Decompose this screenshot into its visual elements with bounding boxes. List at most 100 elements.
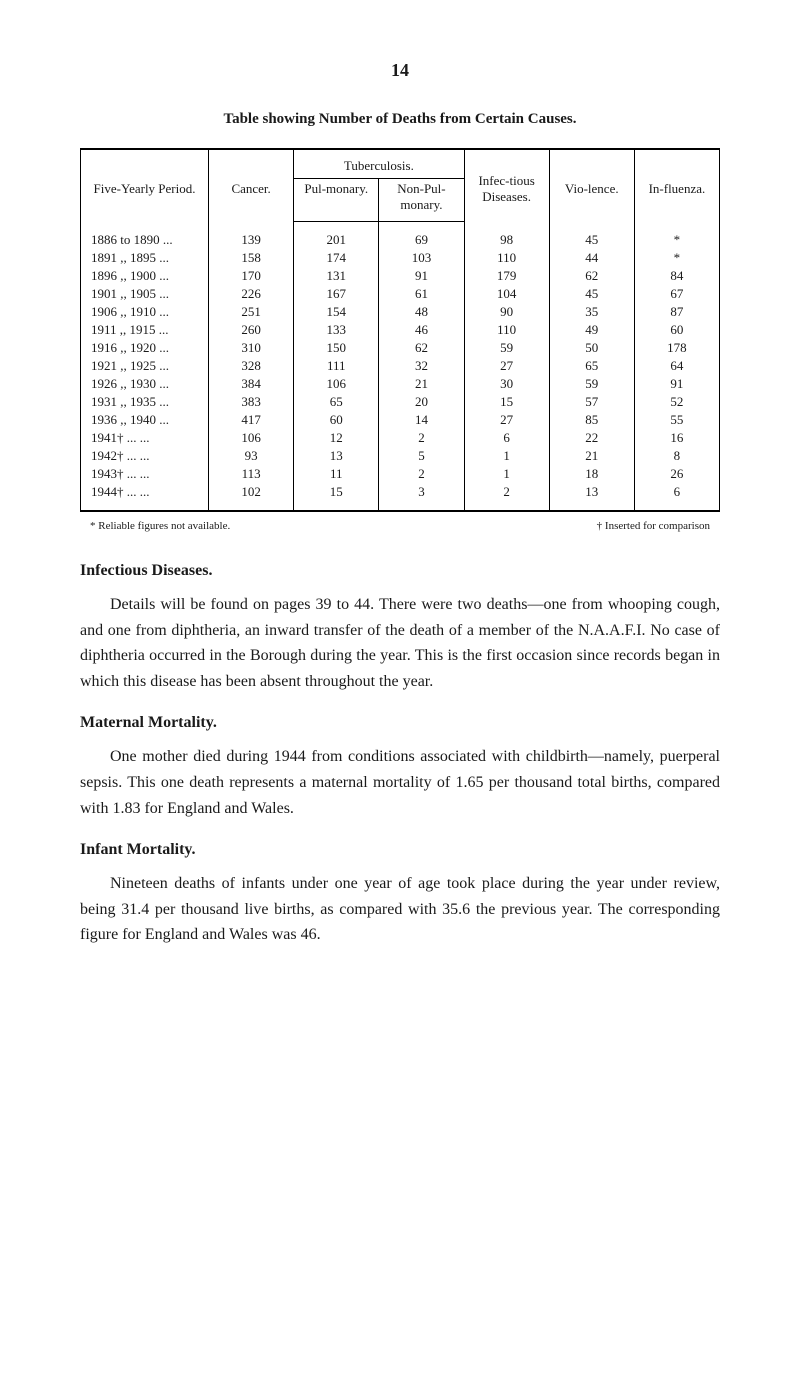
table-title: Table showing Number of Deaths from Cert…: [80, 111, 720, 128]
table-cell: 328: [209, 357, 294, 375]
table-cell: 27: [464, 411, 549, 429]
section-text: Details will be found on pages 39 to 44.…: [80, 592, 720, 694]
header-non-pulmonary: Non-Pul-monary.: [379, 179, 464, 222]
footnote-right: † Inserted for comparison: [597, 520, 710, 532]
table-cell: 154: [294, 303, 379, 321]
table-cell: 1944† ... ...: [81, 483, 209, 511]
table-footnotes: * Reliable figures not available. † Inse…: [80, 520, 720, 532]
table-cell: 170: [209, 267, 294, 285]
header-cancer: Cancer.: [209, 149, 294, 222]
table-cell: 67: [634, 285, 719, 303]
table-row: 1926 ,, 1930 ...38410621305991: [81, 375, 720, 393]
table-cell: 98: [464, 222, 549, 250]
table-cell: 417: [209, 411, 294, 429]
table-row: 1901 ,, 1905 ...226167611044567: [81, 285, 720, 303]
table-cell: 178: [634, 339, 719, 357]
sections-container: Infectious Diseases.Details will be foun…: [80, 562, 720, 948]
table-row: 1936 ,, 1940 ...4176014278555: [81, 411, 720, 429]
table-cell: 110: [464, 249, 549, 267]
table-row: 1943† ... ...11311211826: [81, 465, 720, 483]
table-cell: 27: [464, 357, 549, 375]
table-cell: *: [634, 222, 719, 250]
table-row: 1906 ,, 1910 ...25115448903587: [81, 303, 720, 321]
table-cell: 2: [379, 429, 464, 447]
table-cell: 1941† ... ...: [81, 429, 209, 447]
table-row: 1891 ,, 1895 ...15817410311044*: [81, 249, 720, 267]
table-cell: 106: [294, 375, 379, 393]
table-cell: 45: [549, 285, 634, 303]
table-cell: 91: [379, 267, 464, 285]
table-cell: 14: [379, 411, 464, 429]
table-cell: 12: [294, 429, 379, 447]
header-period: Five-Yearly Period.: [81, 149, 209, 222]
table-cell: 20: [379, 393, 464, 411]
table-cell: 103: [379, 249, 464, 267]
table-cell: 260: [209, 321, 294, 339]
table-cell: 65: [294, 393, 379, 411]
table-cell: 62: [549, 267, 634, 285]
table-cell: 18: [549, 465, 634, 483]
table-cell: 2: [464, 483, 549, 511]
table-cell: 6: [464, 429, 549, 447]
table-cell: 48: [379, 303, 464, 321]
table-row: 1886 to 1890 ...139201699845*: [81, 222, 720, 250]
table-cell: 167: [294, 285, 379, 303]
table-cell: 131: [294, 267, 379, 285]
table-cell: 5: [379, 447, 464, 465]
table-cell: 52: [634, 393, 719, 411]
table-cell: 8: [634, 447, 719, 465]
table-cell: 1: [464, 465, 549, 483]
table-cell: 179: [464, 267, 549, 285]
table-cell: 49: [549, 321, 634, 339]
table-cell: 1942† ... ...: [81, 447, 209, 465]
table-cell: 251: [209, 303, 294, 321]
table-cell: 65: [549, 357, 634, 375]
header-influenza: In-fluenza.: [634, 149, 719, 222]
table-cell: 1: [464, 447, 549, 465]
header-violence: Vio-lence.: [549, 149, 634, 222]
table-cell: 1891 ,, 1895 ...: [81, 249, 209, 267]
table-cell: 61: [379, 285, 464, 303]
table-cell: 110: [464, 321, 549, 339]
header-pulmonary: Pul-monary.: [294, 179, 379, 222]
table-cell: 383: [209, 393, 294, 411]
section-heading: Maternal Mortality.: [80, 714, 720, 732]
table-cell: 15: [464, 393, 549, 411]
table-row: 1911 ,, 1915 ...260133461104960: [81, 321, 720, 339]
table-cell: 3: [379, 483, 464, 511]
table-cell: 21: [379, 375, 464, 393]
table-row: 1941† ... ...10612262216: [81, 429, 720, 447]
table-row: 1942† ... ...931351218: [81, 447, 720, 465]
table-cell: 57: [549, 393, 634, 411]
table-cell: 30: [464, 375, 549, 393]
table-cell: 60: [294, 411, 379, 429]
table-cell: 174: [294, 249, 379, 267]
table-cell: 384: [209, 375, 294, 393]
table-cell: 201: [294, 222, 379, 250]
table-cell: 111: [294, 357, 379, 375]
table-cell: 113: [209, 465, 294, 483]
table-cell: 1926 ,, 1930 ...: [81, 375, 209, 393]
table-cell: 102: [209, 483, 294, 511]
table-cell: 59: [549, 375, 634, 393]
table-cell: 32: [379, 357, 464, 375]
table-cell: 35: [549, 303, 634, 321]
table-cell: 55: [634, 411, 719, 429]
table-cell: 1931 ,, 1935 ...: [81, 393, 209, 411]
table-cell: 1911 ,, 1915 ...: [81, 321, 209, 339]
table-cell: 21: [549, 447, 634, 465]
table-row: 1944† ... ...1021532136: [81, 483, 720, 511]
section-text: Nineteen deaths of infants under one yea…: [80, 871, 720, 948]
table-body: 1886 to 1890 ...139201699845*1891 ,, 189…: [81, 222, 720, 512]
table-cell: 90: [464, 303, 549, 321]
table-cell: 84: [634, 267, 719, 285]
table-cell: 1901 ,, 1905 ...: [81, 285, 209, 303]
table-cell: 1943† ... ...: [81, 465, 209, 483]
table-cell: 1886 to 1890 ...: [81, 222, 209, 250]
table-cell: 50: [549, 339, 634, 357]
footnote-left: * Reliable figures not available.: [90, 520, 230, 532]
table-cell: 1896 ,, 1900 ...: [81, 267, 209, 285]
table-cell: 62: [379, 339, 464, 357]
table-cell: 11: [294, 465, 379, 483]
table-cell: 15: [294, 483, 379, 511]
